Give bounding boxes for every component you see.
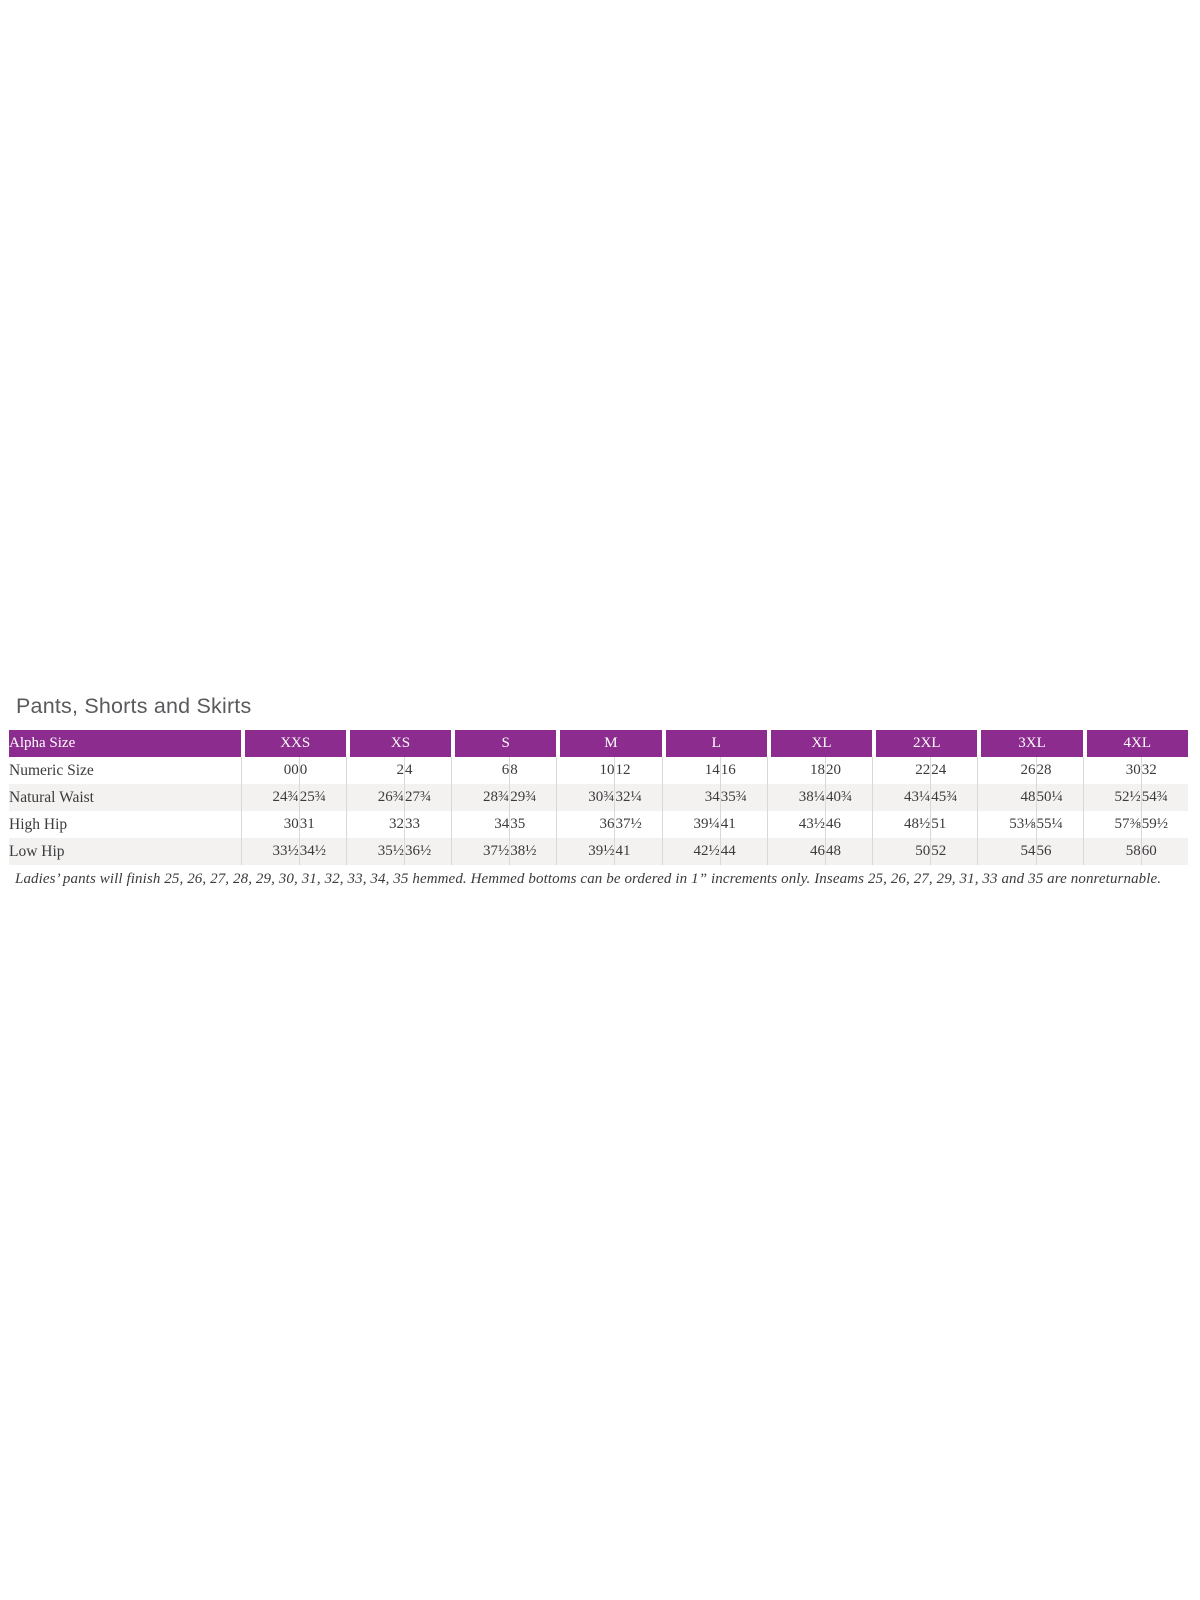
size-value-cell: 54¾ <box>1140 784 1188 811</box>
size-value-cell: 4 <box>403 757 451 784</box>
size-value-cell: 53⅛ <box>977 811 1036 838</box>
size-value-cell: 0 <box>298 757 346 784</box>
table-row-natural-waist: Natural Waist 24¾ 25¾ 26¾ 27¾ 28¾ 29¾ 30¾ 32¼ 34 3… <box>9 784 1188 811</box>
alpha-size-group-header-s: S <box>451 730 557 757</box>
alpha-size-group-header-3xl: 3XL <box>977 730 1083 757</box>
size-value-cell: 27¾ <box>403 784 452 811</box>
size-value-cell: 35¾ <box>719 784 767 811</box>
size-value-cell: 30¾ <box>556 784 615 811</box>
size-value-cell: 18 <box>766 757 825 784</box>
size-value-cell: 52½ <box>1082 784 1141 811</box>
size-value-cell: 60 <box>1140 838 1188 865</box>
size-value-cell: 28 <box>1035 757 1083 784</box>
size-value-cell: 33½ <box>240 838 299 865</box>
alpha-size-group-header-m: M <box>556 730 662 757</box>
size-value-cell: 26¾ <box>345 784 404 811</box>
size-value-cell: 22 <box>872 757 930 784</box>
size-value-cell: 36 <box>556 811 614 838</box>
size-value-cell: 16 <box>719 757 767 784</box>
row-label: High Hip <box>9 815 68 833</box>
size-value-cell: 43¼ <box>872 784 931 811</box>
size-value-cell: 38¼ <box>766 784 825 811</box>
size-value-cell: 14 <box>661 757 720 784</box>
size-value-cell: 55¼ <box>1035 811 1083 838</box>
table-row-numeric-size: Numeric Size 00 0 2 4 6 8 10 12 14 16 18 20 22 24 26 28 3… <box>9 757 1188 784</box>
size-value-cell: 39½ <box>556 838 615 865</box>
size-value-cell: 30 <box>1082 757 1141 784</box>
size-value-cell: 34 <box>661 784 720 811</box>
size-value-cell: 31 <box>298 811 346 838</box>
size-value-cell: 38½ <box>509 838 557 865</box>
size-value-cell: 2 <box>345 757 404 784</box>
size-value-cell: 25¾ <box>298 784 346 811</box>
size-value-cell: 50¼ <box>1035 784 1083 811</box>
size-value-cell: 45¾ <box>930 784 978 811</box>
alpha-size-group-header-4xl: 4XL <box>1082 730 1188 757</box>
size-chart-body: Numeric Size 00 0 2 4 6 8 10 12 14 16 18 20 22 24 26 28 3… <box>9 757 1188 865</box>
size-chart-table: Alpha Size XXS XS S M L XL 2XL 3XL 4XL Numeric Si… <box>9 730 1188 865</box>
size-value-cell: 35 <box>509 811 556 838</box>
size-value-cell: 48 <box>977 784 1036 811</box>
size-value-cell: 37½ <box>614 811 661 838</box>
size-chart-section: Pants, Shorts and Skirts Alpha Size XXS XS… <box>9 694 1188 888</box>
size-value-cell: 33 <box>403 811 451 838</box>
size-value-cell: 36½ <box>403 838 452 865</box>
alpha-size-group-header-2xl: 2XL <box>872 730 978 757</box>
header-row: Alpha Size XXS XS S M L XL 2XL 3XL 4XL <box>9 730 1188 757</box>
size-value-cell: 00 <box>240 757 299 784</box>
size-value-cell: 12 <box>614 757 661 784</box>
size-value-cell: 32¼ <box>614 784 662 811</box>
size-value-cell: 59½ <box>1140 811 1188 838</box>
alpha-size-header-cell: Alpha Size <box>9 730 241 757</box>
row-label: Numeric Size <box>9 761 94 779</box>
size-value-cell: 42½ <box>661 838 720 865</box>
size-value-cell: 54 <box>977 838 1036 865</box>
size-value-cell: 56 <box>1035 838 1083 865</box>
size-value-cell: 46 <box>766 838 825 865</box>
size-value-cell: 34 <box>451 811 509 838</box>
size-chart-head: Alpha Size XXS XS S M L XL 2XL 3XL 4XL <box>9 730 1188 757</box>
size-value-cell: 50 <box>872 838 931 865</box>
size-value-cell: 52 <box>930 838 978 865</box>
size-value-cell: 44 <box>719 838 767 865</box>
size-value-cell: 28¾ <box>451 784 510 811</box>
hemming-footnote: Ladies’ pants will finish 25, 26, 27, 28… <box>15 871 1162 887</box>
size-value-cell: 39¼ <box>661 811 720 838</box>
size-value-cell: 24 <box>930 757 977 784</box>
size-value-cell: 35½ <box>345 838 404 865</box>
size-value-cell: 6 <box>451 757 509 784</box>
size-value-cell: 41 <box>719 811 767 838</box>
row-label: Low Hip <box>9 838 241 865</box>
alpha-size-group-header-xl: XL <box>766 730 873 757</box>
size-value-cell: 30 <box>240 811 299 838</box>
size-value-cell: 51 <box>930 811 977 838</box>
size-value-cell: 37½ <box>451 838 510 865</box>
size-value-cell: 48½ <box>872 811 930 838</box>
table-row-low-hip: Low Hip 33½ 34½ 35½ 36½ 37½ 38½ 39½ 41 42½ 44 46 48 5… <box>9 838 1188 865</box>
alpha-size-group-header-l: L <box>661 730 767 757</box>
size-value-cell: 8 <box>509 757 556 784</box>
size-value-cell: 32 <box>345 811 404 838</box>
row-label: Natural Waist <box>9 784 241 811</box>
page-title: Pants, Shorts and Skirts <box>16 694 252 718</box>
size-value-cell: 43½ <box>766 811 825 838</box>
size-value-cell: 26 <box>977 757 1036 784</box>
size-value-cell: 48 <box>825 838 873 865</box>
table-row-high-hip: High Hip 30 31 32 33 34 35 36 37½ 39¼ 41 43½ 46 48½ 51… <box>9 811 1188 838</box>
size-value-cell: 41 <box>614 838 662 865</box>
size-value-cell: 40¾ <box>825 784 873 811</box>
alpha-size-group-header-xxs: XXS <box>240 730 346 757</box>
size-value-cell: 20 <box>825 757 872 784</box>
size-value-cell: 32 <box>1140 757 1188 784</box>
size-value-cell: 29¾ <box>509 784 557 811</box>
alpha-size-group-header-xs: XS <box>345 730 452 757</box>
size-value-cell: 46 <box>825 811 872 838</box>
size-value-cell: 57⅜ <box>1082 811 1141 838</box>
size-value-cell: 24¾ <box>240 784 299 811</box>
size-value-cell: 10 <box>556 757 614 784</box>
size-value-cell: 34½ <box>298 838 346 865</box>
size-value-cell: 58 <box>1082 838 1141 865</box>
